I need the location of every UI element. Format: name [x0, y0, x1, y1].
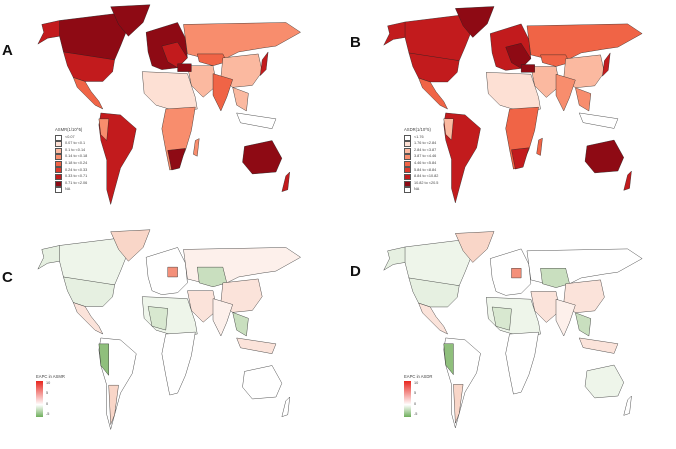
legend-swatch — [404, 141, 411, 148]
legend-eapc-asmr: EAPC in ASMR 10 5 0 -5 — [36, 374, 65, 418]
legend-label: NA — [65, 187, 71, 192]
legend-swatch — [55, 147, 62, 154]
legend-label: 10.82 to <20.5 — [414, 180, 439, 185]
legend-swatch — [404, 180, 411, 187]
world-map-eapc-asdr — [383, 231, 643, 429]
color-gradient-bar — [404, 381, 411, 418]
legend-swatch — [55, 160, 62, 167]
panel-a: A — [0, 0, 338, 224]
legend-tick: 10 — [414, 381, 419, 386]
legend-swatch — [404, 187, 411, 194]
legend-item: 4.46 to <5.84 — [404, 160, 438, 168]
legend-title: ASDR(1/10^5) — [404, 127, 431, 132]
world-map-asmr — [37, 4, 301, 206]
world-map-eapc-asmr — [37, 229, 301, 431]
legend-swatch — [55, 141, 62, 148]
legend-swatch — [404, 174, 411, 181]
legend-item: 0.18 to <0.24 — [55, 160, 88, 168]
legend-tick: 5 — [46, 391, 49, 396]
panel-label-d: D — [350, 263, 361, 280]
legend-item: 0.1 to <0.14 — [55, 147, 87, 154]
legend-label: 0.1 to <0.14 — [65, 147, 86, 152]
legend-item: 2.84 to <3.87 — [404, 147, 438, 154]
legend-item: NA — [404, 187, 438, 194]
legend-swatch — [404, 134, 411, 141]
legend-label: 1.76 to <2.84 — [414, 141, 437, 146]
legend-tick: 10 — [46, 381, 51, 386]
legend-item: 5.84 to <8.84 — [404, 167, 438, 174]
legend-item: NA — [55, 187, 87, 194]
legend-label: NA — [414, 187, 420, 192]
legend-item: 0.33 to <0.71 — [55, 174, 87, 181]
panel-label-c: C — [2, 269, 13, 286]
legend-swatch — [55, 134, 62, 141]
legend-swatch — [404, 154, 411, 161]
legend-label: 4.46 to <5.84 — [414, 160, 437, 165]
legend-swatch — [404, 160, 411, 167]
legend-label: 8.84 to <10.82 — [414, 174, 439, 179]
legend-label: 5.84 to <8.84 — [414, 167, 437, 172]
panel-d: D EAPC in ASDR — [338, 225, 676, 449]
legend-label: 0.07 to <0.1 — [65, 141, 86, 146]
legend-label: 0.24 to <0.33 — [65, 167, 88, 172]
legend-eapc-asdr: EAPC in ASDR 10 5 0 -5 — [404, 374, 433, 418]
legend-label: 2.84 to <3.87 — [414, 147, 437, 152]
legend-label: 0.14 to <0.18 — [65, 154, 88, 159]
legend-label: 0.33 to <0.71 — [65, 174, 88, 179]
legend-tick: -5 — [414, 412, 418, 417]
legend-title: EAPC in ASMR — [36, 374, 65, 379]
legend-swatch — [404, 147, 411, 154]
legend-item: 3.87 to <4.46 — [404, 154, 438, 161]
legend-item: <0.07 — [55, 134, 87, 141]
legend-item: 10.82 to <20.5 — [404, 180, 438, 187]
legend-item: 0.07 to <0.1 — [55, 141, 87, 148]
legend-swatch — [55, 187, 62, 194]
legend-item: 0.24 to <0.33 — [55, 167, 87, 174]
legend-item: 1.76 to <2.84 — [404, 141, 438, 148]
legend-swatch — [55, 167, 62, 174]
legend-label: <0.07 — [65, 134, 75, 139]
legend-asmr: ASMR(1/10^5) <0.07 0.07 to <0.1 0.1 to <… — [55, 127, 88, 194]
panel-label-b: B — [350, 34, 361, 51]
legend-tick: -5 — [46, 412, 50, 417]
panel-b: B ASDR(1/ — [338, 0, 676, 224]
legend-item: 8.84 to <10.82 — [404, 174, 438, 181]
panel-c: C EAPC in ASMR — [0, 225, 338, 449]
legend-item: 0.71 to <2.06 — [55, 180, 87, 187]
legend-swatch — [55, 180, 62, 187]
legend-tick: 0 — [46, 402, 49, 407]
panel-label-a: A — [2, 42, 13, 59]
legend-title: EAPC in ASDR — [404, 374, 433, 379]
legend-label: 0.71 to <2.06 — [65, 180, 88, 185]
legend-swatch — [55, 154, 62, 161]
legend-label: 3.87 to <4.46 — [414, 154, 437, 159]
color-gradient-bar — [36, 381, 43, 418]
legend-swatch — [404, 167, 411, 174]
legend-tick: 0 — [414, 402, 417, 407]
legend-label: <1.76 — [414, 134, 424, 139]
legend-item: 0.14 to <0.18 — [55, 154, 87, 161]
world-map-asdr — [383, 6, 643, 204]
legend-asdr: ASDR(1/10^5) <1.76 1.76 to <2.84 2.84 to… — [404, 127, 438, 194]
legend-title: ASMR(1/10^5) — [55, 127, 83, 132]
legend-swatch — [55, 174, 62, 181]
legend-item: <1.76 — [404, 134, 438, 141]
legend-label: 0.18 to <0.24 — [65, 160, 88, 165]
legend-tick: 5 — [414, 391, 417, 396]
